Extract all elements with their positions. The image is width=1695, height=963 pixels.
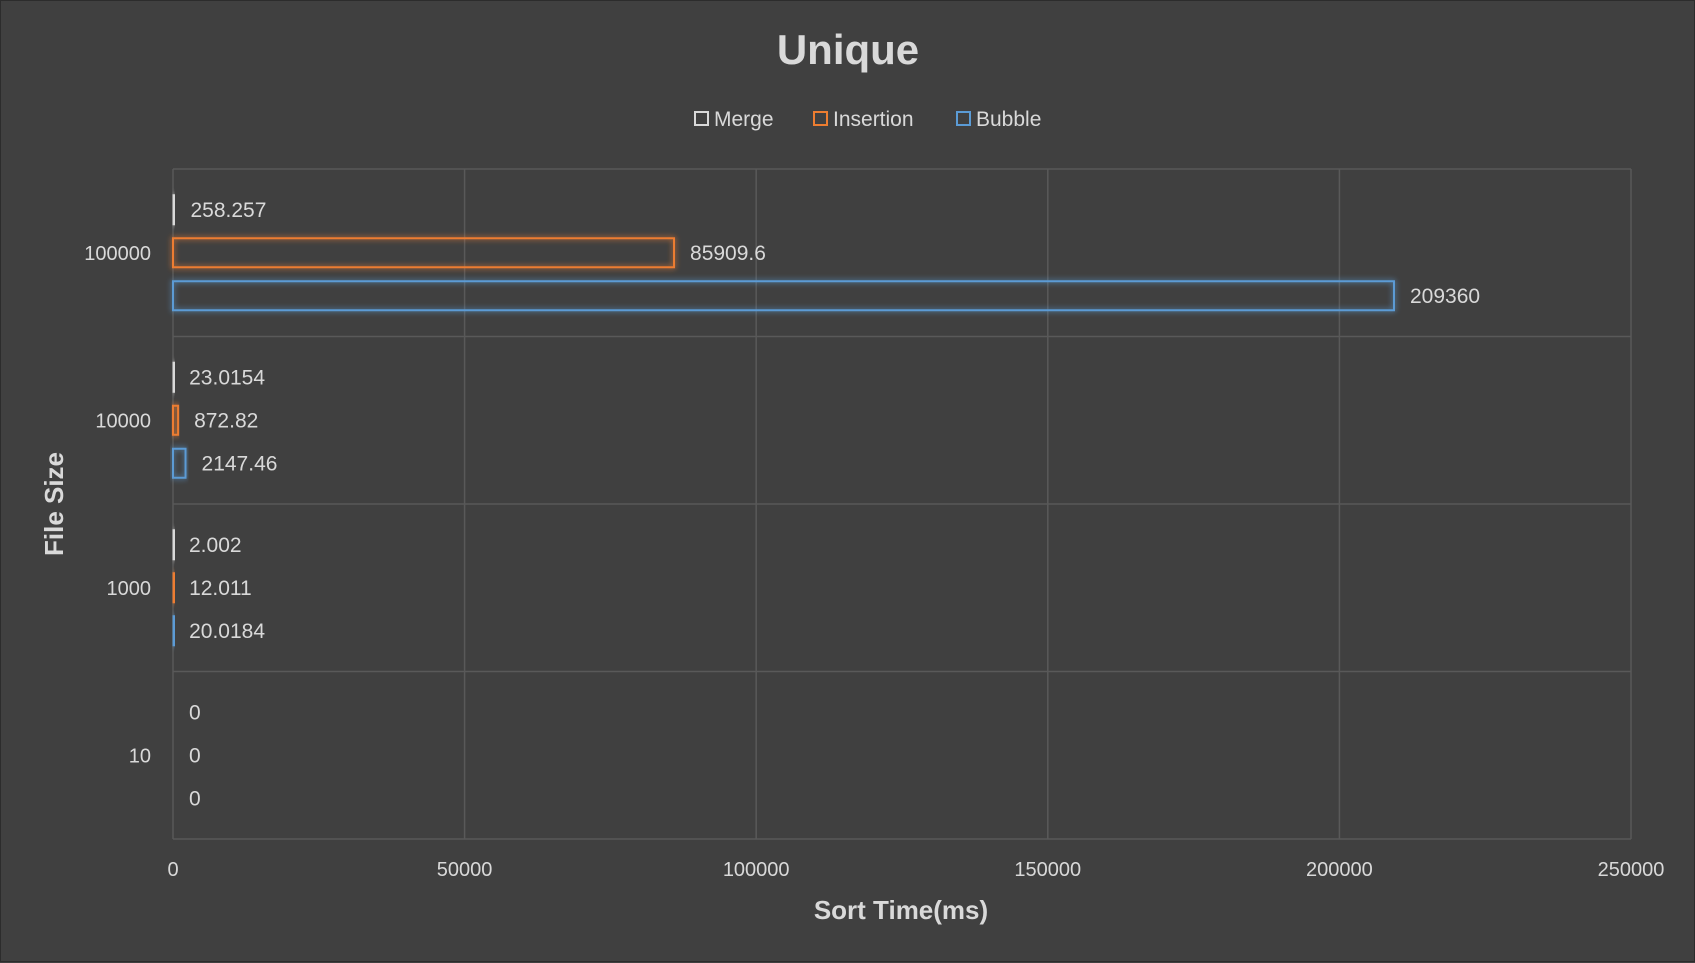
y-axis-title: File Size (39, 452, 69, 556)
y-tick-label: 10 (129, 745, 151, 767)
data-label-merge-10: 0 (189, 701, 201, 724)
x-tick-label: 250000 (1598, 859, 1665, 881)
x-tick-label: 200000 (1306, 859, 1373, 881)
y-tick-label: 1000 (107, 578, 152, 600)
bar-insertion-100000 (172, 237, 676, 269)
bars: 258.257 85909.6 209360 23.0154 872.82 2147.46… (172, 194, 1480, 810)
legend-label: Bubble (976, 108, 1041, 131)
legend-item-insertion: Insertion (813, 108, 914, 131)
data-label-merge-10000: 23.0154 (189, 366, 265, 389)
x-axis-title: Sort Time(ms) (814, 895, 988, 925)
data-label-bubble-10: 0 (189, 787, 201, 810)
data-label-merge-1000: 2.002 (189, 534, 242, 557)
bar-insertion-10000 (172, 404, 180, 436)
bar-bubble-100000 (172, 280, 1395, 312)
legend-item-bubble: Bubble (956, 108, 1041, 131)
legend-swatch (956, 111, 971, 126)
data-label-insertion-10000: 872.82 (194, 409, 258, 432)
bar-bubble-1000 (172, 615, 176, 647)
legend-label: Insertion (833, 108, 914, 131)
bar-insertion-1000 (172, 572, 176, 604)
bar-merge-100000 (172, 194, 176, 226)
bar-merge-10000 (172, 361, 176, 393)
x-tick-label: 150000 (1014, 859, 1081, 881)
chart-title: Unique (777, 26, 919, 73)
x-tick-label: 50000 (437, 859, 493, 881)
data-label-bubble-1000: 20.0184 (189, 620, 265, 643)
x-tick-label: 100000 (723, 859, 790, 881)
legend-swatch (813, 111, 828, 126)
y-tick-label: 100000 (84, 243, 151, 265)
x-tick-label: 0 (167, 859, 178, 881)
data-label-bubble-10000: 2147.46 (202, 452, 278, 475)
legend-swatch (694, 111, 709, 126)
legend-label: Merge (714, 108, 774, 131)
gridlines (172, 168, 1632, 840)
bar-bubble-10000 (172, 447, 187, 479)
data-label-insertion-1000: 12.011 (189, 577, 252, 600)
legend: Merge Insertion Bubble (694, 108, 1041, 131)
bar-merge-1000 (172, 529, 176, 561)
y-tick-label: 10000 (95, 410, 151, 432)
axis-ticks: 0 50000 100000 150000 200000 2500001000001000… (84, 243, 1664, 881)
legend-item-merge: Merge (694, 108, 774, 131)
data-label-insertion-10: 0 (189, 744, 201, 767)
data-label-merge-100000: 258.257 (191, 199, 267, 222)
data-label-insertion-100000: 85909.6 (690, 242, 766, 265)
data-label-bubble-100000: 209360 (1410, 285, 1480, 308)
